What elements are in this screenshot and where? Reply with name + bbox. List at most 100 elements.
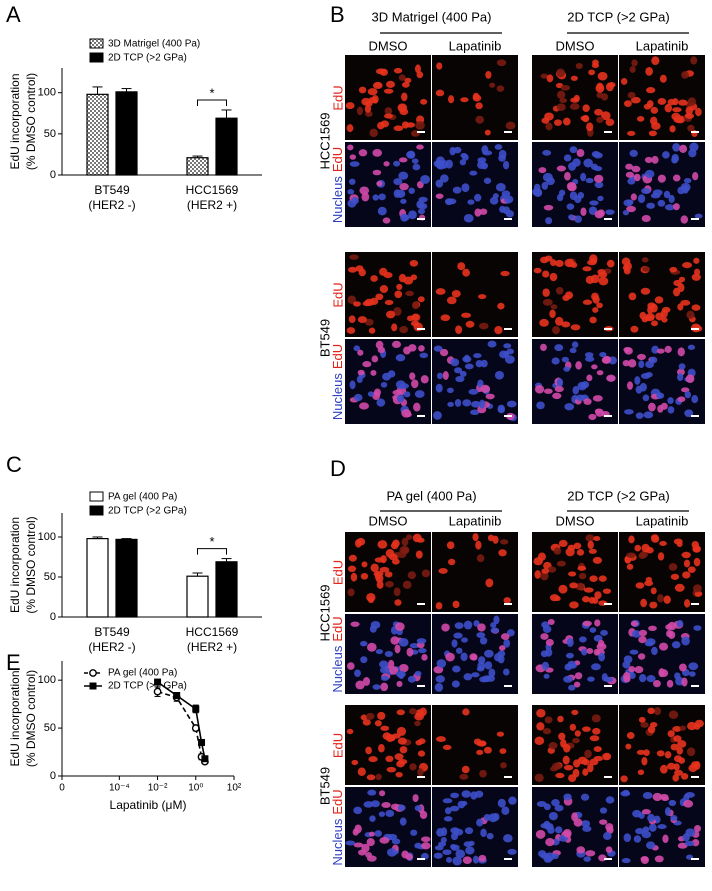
cell-nucleus [360,714,368,721]
cell-nucleus [535,829,546,839]
cell-nucleus [347,189,355,195]
cell-nucleus [368,97,378,104]
micrograph-image [619,705,705,785]
cell-nucleus [472,94,482,102]
cell-nucleus [348,266,358,273]
cell-nucleus [640,856,649,862]
cell-nucleus [605,209,615,215]
cell-nucleus [446,541,455,550]
cell-nucleus [629,66,636,73]
cell-nucleus [390,541,399,550]
cell-nucleus [672,174,681,182]
cell-nucleus [472,533,479,542]
cell-nucleus [413,402,421,412]
cell-nucleus [478,294,487,300]
cell-nucleus [629,149,638,157]
cell-nucleus [650,534,659,541]
cell-nucleus [479,637,488,645]
cell-nucleus [664,204,675,211]
cell-nucleus [690,56,698,65]
cell-nucleus [681,387,690,393]
cell-nucleus [679,144,688,153]
cell-nucleus [597,71,608,81]
cell-nucleus [621,257,631,266]
cell-nucleus [400,213,409,222]
scale-bar [417,218,425,220]
cell-nucleus [647,707,655,715]
cell-nucleus [362,301,371,307]
x-tick-label: HCC1569 [186,625,239,639]
micrograph-image [432,55,518,140]
cell-nucleus [500,270,510,277]
cell-nucleus [554,804,564,812]
cell-nucleus [441,623,450,632]
cell-nucleus [459,159,467,166]
cell-nucleus [569,723,577,731]
cell-nucleus [346,327,356,334]
cell-nucleus [451,639,458,648]
micrograph-image [619,55,705,140]
cell-nucleus [573,542,582,550]
cell-nucleus [575,394,585,401]
bar [215,561,238,618]
cell-nucleus [447,401,454,407]
micrograph-image [619,614,705,694]
cell-nucleus [489,196,499,205]
cell-nucleus [682,571,691,579]
cell-nucleus [581,596,590,603]
legend-swatch [89,491,104,502]
cell-nucleus [639,382,647,392]
cell-nucleus [542,298,553,306]
cell-nucleus [399,545,410,555]
cell-nucleus [677,303,684,311]
cell-nucleus [565,652,574,659]
cell-nucleus [571,341,579,348]
cell-nucleus [554,119,562,126]
cell-nucleus [497,404,505,413]
cell-nucleus [606,374,616,382]
cell-nucleus [582,266,592,272]
cell-nucleus [637,194,646,204]
cell-nucleus [644,315,655,322]
cell-nucleus [359,186,370,195]
cell-nucleus [588,548,597,554]
cell-nucleus [367,789,377,796]
cell-nucleus [591,63,600,69]
cell-nucleus [636,749,646,755]
cell-nucleus [644,580,654,587]
y-axis-label: EdU incorporation [8,670,22,766]
cell-nucleus [374,572,381,581]
legend-swatch [89,38,104,49]
cell-nucleus [556,378,564,388]
cell-nucleus [549,259,557,266]
cell-nucleus [674,672,681,680]
cell-nucleus [659,669,669,677]
cell-nucleus [556,193,564,202]
y-tick-label: 50 [44,571,56,583]
micrograph-image [432,787,518,867]
cell-nucleus [411,158,419,164]
cell-nucleus [646,100,654,108]
cell-nucleus [648,823,657,832]
image-background [432,705,518,785]
cell-nucleus [347,588,355,597]
cell-nucleus [358,149,368,157]
cell-nucleus [488,668,496,678]
cell-nucleus [460,97,469,103]
legend-swatch [89,52,104,63]
data-point [173,692,181,699]
micrograph-image [345,252,431,337]
cell-nucleus [691,395,699,404]
cell-nucleus [377,711,386,720]
cell-nucleus [588,413,597,421]
cell-nucleus [573,681,581,688]
data-point [154,678,162,686]
y-axis-label: EdU incorporation [8,517,22,613]
cell-nucleus [590,663,601,671]
cell-nucleus [659,74,667,83]
cell-nucleus [433,665,444,674]
scale-bar [504,131,512,133]
cell-nucleus [622,360,630,367]
cell-nucleus [689,142,699,152]
cell-nucleus [473,353,482,359]
